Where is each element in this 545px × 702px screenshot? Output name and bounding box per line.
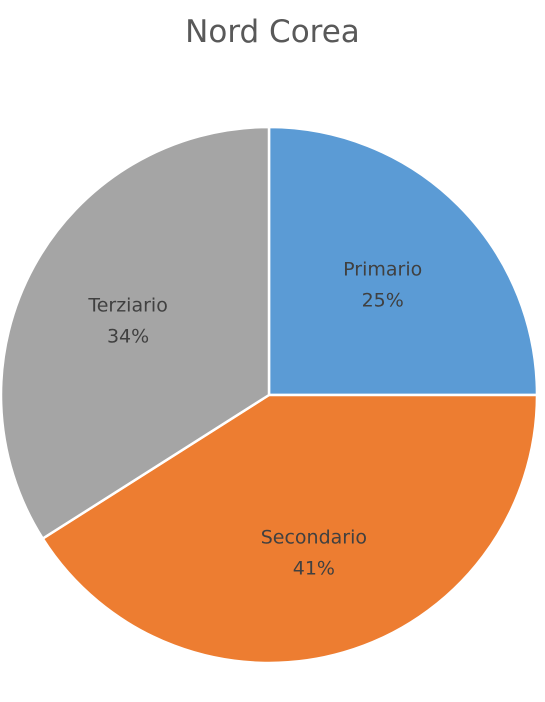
pie-slice-terziario [0,125,271,540]
slice-percent-label: 41% [293,557,335,579]
slice-percent-label: 25% [362,289,404,311]
pie-slice-secondario [41,393,539,665]
slice-category-label: Secondario [261,526,367,548]
slice-category-label: Primario [343,258,422,280]
slice-category-label: Terziario [87,295,168,317]
pie-slice-primario [267,125,539,397]
slice-percent-label: 34% [107,326,149,348]
chart-title: Nord Corea [185,14,360,50]
